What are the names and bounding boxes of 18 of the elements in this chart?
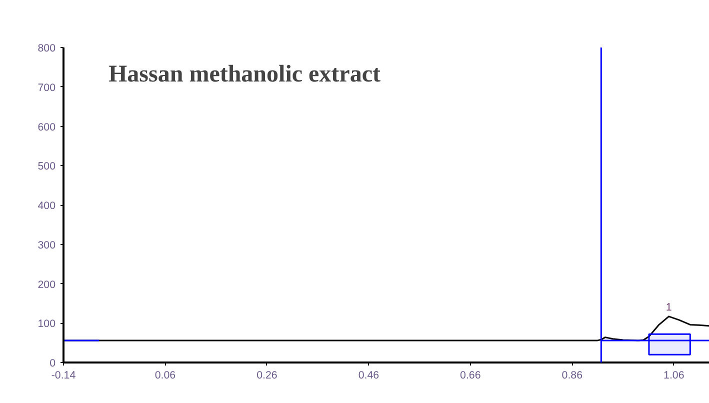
- annotation: 1: [666, 301, 672, 314]
- y-tick-label: 200: [38, 278, 56, 291]
- x-tick-label: 0.06: [154, 370, 176, 382]
- x-tick-label: 0.26: [256, 370, 278, 382]
- y-tick-label: 0: [50, 358, 56, 370]
- x-tick-label: 0.86: [562, 370, 583, 382]
- x-tick-label: -0.14: [51, 370, 76, 382]
- y-tick-label: 700: [38, 82, 56, 94]
- y-tick-label: 300: [38, 239, 56, 252]
- x-tick-label: 0.46: [358, 370, 380, 382]
- y-tick-label: 400: [38, 200, 56, 212]
- y-tick-label: 500: [38, 160, 56, 173]
- x-tick-label: 1.06: [664, 370, 684, 382]
- y-tick-label: 100: [38, 318, 56, 330]
- text: Hassan methanolic extract: [108, 62, 380, 88]
- x-tick-label: 0.66: [460, 370, 481, 382]
- y-tick-label: 600: [38, 121, 56, 134]
- y-tick-label: 800: [38, 42, 56, 54]
